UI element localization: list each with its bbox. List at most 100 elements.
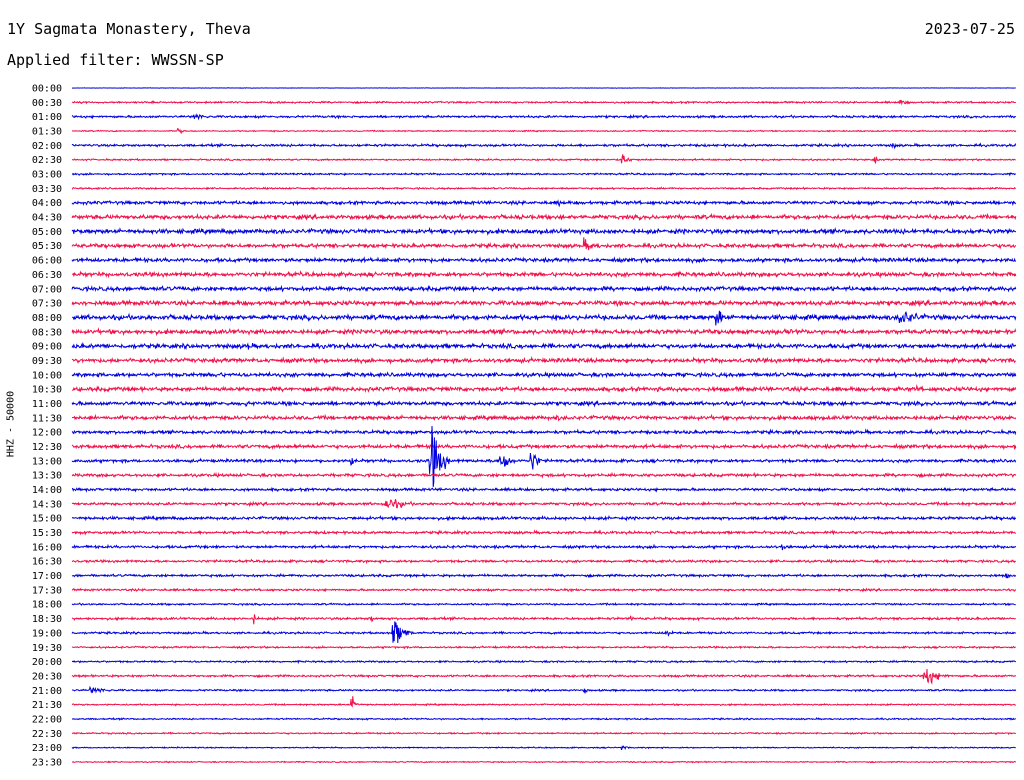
trace-row-30 [71, 514, 1017, 522]
trace-row-38 [71, 621, 1017, 643]
row-label-1: 00:30 [32, 98, 62, 109]
trace-row-20 [71, 370, 1017, 379]
row-label-4: 02:00 [32, 141, 62, 152]
row-label-23: 11:30 [32, 413, 62, 424]
row-labels: 00:00 00:30 01:00 01:30 02:00 02:30 03:00 03:30… [32, 84, 62, 769]
trace-row-26 [71, 425, 1017, 487]
row-label-10: 05:00 [32, 227, 62, 238]
row-label-12: 06:00 [32, 256, 62, 267]
row-label-24: 12:00 [32, 428, 62, 439]
trace-row-41 [71, 669, 1017, 685]
row-label-31: 15:30 [32, 528, 62, 539]
record-date: 2023-07-25 [924, 20, 1015, 38]
row-label-19: 09:30 [32, 356, 62, 367]
row-label-32: 16:00 [32, 542, 62, 553]
trace-row-29 [71, 499, 1017, 509]
row-label-0: 00:00 [32, 84, 62, 95]
trace-row-8 [71, 199, 1017, 208]
trace-row-28 [71, 486, 1017, 493]
row-label-47: 23:30 [32, 757, 62, 768]
row-label-42: 21:00 [32, 686, 62, 697]
seismic-traces [71, 87, 1017, 764]
trace-row-34 [71, 572, 1017, 579]
trace-row-16 [71, 310, 1017, 326]
trace-row-35 [71, 587, 1017, 593]
row-label-18: 09:00 [32, 342, 62, 353]
trace-row-7 [71, 186, 1017, 191]
trace-row-45 [71, 731, 1017, 736]
row-label-9: 04:30 [32, 213, 62, 224]
trace-row-22 [71, 399, 1017, 408]
filter-label: Applied filter: WWSSN-SP [7, 51, 224, 69]
row-label-11: 05:30 [32, 241, 62, 252]
trace-row-19 [71, 356, 1016, 365]
row-label-44: 22:00 [32, 714, 62, 725]
row-label-22: 11:00 [32, 399, 62, 410]
row-label-34: 17:00 [32, 571, 62, 582]
trace-row-14 [71, 284, 1017, 293]
trace-row-23 [71, 413, 1017, 422]
trace-row-18 [71, 341, 1017, 351]
trace-row-10 [71, 226, 1017, 236]
row-label-25: 12:30 [32, 442, 62, 453]
trace-row-32 [71, 543, 1017, 551]
row-label-7: 03:30 [32, 184, 62, 195]
trace-row-47 [71, 760, 1017, 764]
row-label-8: 04:00 [32, 198, 62, 209]
trace-row-13 [71, 270, 1017, 279]
trace-row-33 [71, 558, 1017, 565]
trace-row-25 [71, 442, 1017, 451]
row-label-41: 20:30 [32, 671, 62, 682]
row-label-6: 03:00 [32, 170, 62, 181]
row-label-38: 19:00 [32, 628, 62, 639]
trace-row-9 [71, 212, 1017, 222]
row-label-35: 17:30 [32, 585, 62, 596]
row-label-28: 14:00 [32, 485, 62, 496]
trace-row-2 [71, 113, 1017, 121]
trace-row-11 [71, 237, 1017, 251]
trace-row-3 [71, 128, 1017, 135]
row-label-37: 18:30 [32, 614, 62, 625]
row-label-16: 08:00 [32, 313, 62, 324]
station-title: 1Y Sagmata Monastery, Theva [7, 20, 251, 38]
trace-row-5 [71, 154, 1016, 164]
row-label-3: 01:30 [32, 127, 62, 138]
row-label-20: 10:00 [32, 370, 62, 381]
row-label-26: 13:00 [32, 456, 62, 467]
row-label-39: 19:30 [32, 643, 62, 654]
trace-row-15 [71, 298, 1017, 308]
trace-row-4 [71, 142, 1017, 150]
trace-row-1 [71, 99, 1016, 106]
trace-row-40 [71, 659, 1017, 665]
row-label-45: 22:30 [32, 729, 62, 740]
row-label-15: 07:30 [32, 299, 62, 310]
trace-row-12 [71, 255, 1017, 265]
trace-row-43 [71, 696, 1017, 708]
row-label-5: 02:30 [32, 155, 62, 166]
row-label-14: 07:00 [32, 284, 62, 295]
row-label-46: 23:00 [32, 743, 62, 754]
row-label-27: 13:30 [32, 471, 62, 482]
trace-row-42 [71, 685, 1017, 694]
row-label-43: 21:30 [32, 700, 62, 711]
trace-row-17 [71, 327, 1017, 337]
row-label-36: 18:00 [32, 600, 62, 611]
row-label-30: 15:00 [32, 514, 62, 525]
trace-row-44 [71, 717, 1016, 721]
trace-row-0 [71, 87, 1016, 89]
trace-row-27 [71, 471, 1017, 479]
trace-row-6 [71, 171, 1017, 177]
trace-row-24 [71, 428, 1017, 436]
trace-row-46 [71, 745, 1016, 751]
row-label-2: 01:00 [32, 112, 62, 123]
trace-row-37 [71, 614, 1016, 625]
row-label-13: 06:30 [32, 270, 62, 281]
trace-row-36 [71, 602, 1016, 607]
row-label-29: 14:30 [32, 499, 62, 510]
row-label-40: 20:00 [32, 657, 62, 668]
row-label-33: 16:30 [32, 557, 62, 568]
row-label-17: 08:30 [32, 327, 62, 338]
trace-row-39 [71, 644, 1016, 650]
trace-row-21 [71, 383, 1017, 394]
